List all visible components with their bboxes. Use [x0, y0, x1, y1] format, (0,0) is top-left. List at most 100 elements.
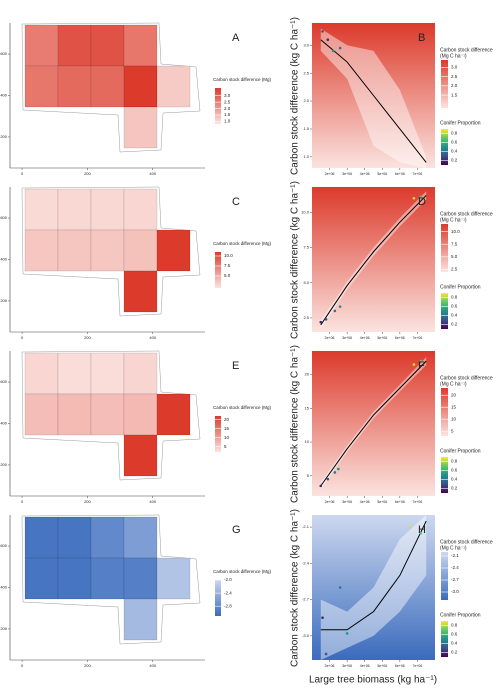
x-tick-label: 3e+06: [342, 664, 352, 668]
confidence-band: [320, 357, 427, 490]
x-tick-label: 6e+06: [395, 500, 405, 504]
colorbar-tick-label: 7.5: [224, 263, 231, 268]
colorbar: [441, 552, 448, 600]
x-tick-label: 5e+06: [377, 500, 387, 504]
colorbar: [441, 60, 448, 108]
data-point: [331, 49, 335, 53]
y-tick-label: 400: [0, 585, 7, 590]
x-tick-label: 2e+06: [325, 336, 335, 340]
panel-label: E: [232, 360, 239, 372]
data-point: [338, 305, 342, 308]
colorbar-tick-label: 10: [224, 435, 230, 440]
x-tick-label: 6e+06: [395, 172, 405, 176]
fit-line: [320, 39, 427, 163]
map-cell: [90, 24, 125, 67]
x-tick-label: 0: [21, 171, 24, 176]
colorbar-tick-label: 0.2: [451, 650, 458, 655]
fit-line: [320, 360, 427, 487]
map-cell: [90, 188, 125, 231]
x-tick-label: 7e+06: [413, 172, 423, 176]
map-cell: [57, 352, 92, 395]
data-point: [412, 363, 416, 366]
y-tick-label: 400: [0, 421, 7, 426]
colorbar-tick-label: 5: [224, 444, 227, 449]
legend-title: (Mg C ha⁻¹): [440, 381, 467, 387]
colorbar-tick-label: 3.0: [224, 93, 231, 98]
map-cell: [90, 516, 125, 559]
data-point: [321, 616, 324, 620]
map-cell: [123, 352, 158, 395]
map-cell: [123, 516, 158, 559]
colorbar-tick-label: -2.1: [451, 553, 459, 558]
plot-background: [312, 515, 435, 660]
colorbar-tick-label: 0.2: [451, 486, 458, 491]
x-tick-label: 5e+06: [377, 664, 387, 668]
map-cell: [57, 557, 92, 600]
colorbar-tick-label: 2.5: [451, 267, 458, 272]
data-point: [345, 632, 349, 635]
y-tick-label: 10.0: [301, 209, 310, 214]
y-tick-label: 10: [305, 439, 310, 444]
x-tick-label: 2e+06: [325, 500, 335, 504]
confidence-band: [320, 28, 427, 169]
x-tick-label: 2e+06: [325, 664, 335, 668]
x-tick-label: 0: [21, 499, 24, 504]
x-tick-label: 2e+06: [325, 172, 335, 176]
map-cell: [123, 188, 158, 231]
x-tick-label: 3e+06: [342, 172, 352, 176]
map-cell: [57, 24, 92, 67]
y-tick-label: -2.7: [302, 597, 310, 602]
x-tick-label: 3e+06: [342, 500, 352, 504]
colorbar: [215, 416, 221, 452]
colorbar-tick-label: -3.0: [451, 589, 459, 594]
colorbar-tick-label: 0.4: [451, 641, 458, 646]
map-cell: [123, 270, 158, 313]
y-tick-label: -2.1: [302, 524, 310, 529]
y-tick-label: 15: [305, 405, 310, 410]
y-tick-label: 3.0: [303, 42, 309, 47]
colorbar-tick-label: 0.6: [451, 304, 458, 309]
map-cell: [123, 393, 158, 436]
x-tick-label: 7e+06: [413, 664, 423, 668]
y-tick-label: 1.0: [303, 154, 309, 159]
data-point: [409, 525, 412, 529]
colorbar-tick-label: 5.0: [224, 273, 231, 278]
colorbar-tick-label: -2.0: [224, 577, 232, 582]
data-point: [319, 484, 323, 488]
y-tick-label: 5.0: [303, 280, 309, 285]
map-cell: [123, 65, 158, 108]
x-tick-label: 6e+06: [395, 664, 405, 668]
colorbar-tick-label: 0.8: [451, 131, 458, 136]
colorbar-tick-label: 1.0: [224, 119, 231, 124]
x-tick-label: 200: [84, 171, 91, 176]
y-axis-label: Carbon stock difference (kg C ha⁻¹): [290, 345, 301, 503]
colorbar-tick-label: 2.0: [224, 106, 231, 111]
colorbar: [441, 293, 448, 329]
map-cell: [90, 352, 125, 395]
colorbar-tick-label: 0.4: [451, 149, 458, 154]
colorbar: [441, 129, 448, 165]
x-axis-label: Large tree biomass (kg ha⁻¹): [309, 675, 437, 686]
colorbar-tick-label: -2.7: [451, 577, 459, 582]
y-tick-label: 600: [0, 379, 7, 384]
legend-title: Carbon stock difference: [440, 211, 493, 217]
map-cell: [90, 65, 125, 108]
colorbar-tick-label: 0.8: [451, 623, 458, 628]
y-tick-label: 200: [0, 134, 7, 139]
map-cell: [156, 229, 191, 272]
colorbar: [441, 457, 448, 493]
legend-title: (Mg C ha⁻¹): [440, 545, 467, 551]
panel-label: A: [232, 32, 240, 44]
map-cell: [24, 229, 59, 272]
panel-label: D: [418, 196, 426, 208]
x-tick-label: 4e+06: [360, 172, 370, 176]
x-tick-label: 200: [84, 663, 91, 668]
colorbar-tick-label: 0.8: [451, 295, 458, 300]
colorbar-tick-label: 2.5: [224, 99, 231, 104]
x-tick-label: 4e+06: [360, 664, 370, 668]
map-cell: [123, 106, 158, 149]
x-tick-label: 3e+06: [342, 336, 352, 340]
colorbar-tick-label: 0.6: [451, 632, 458, 637]
map-cell: [90, 557, 125, 600]
legend-title: (Mg C ha⁻¹): [440, 53, 467, 59]
